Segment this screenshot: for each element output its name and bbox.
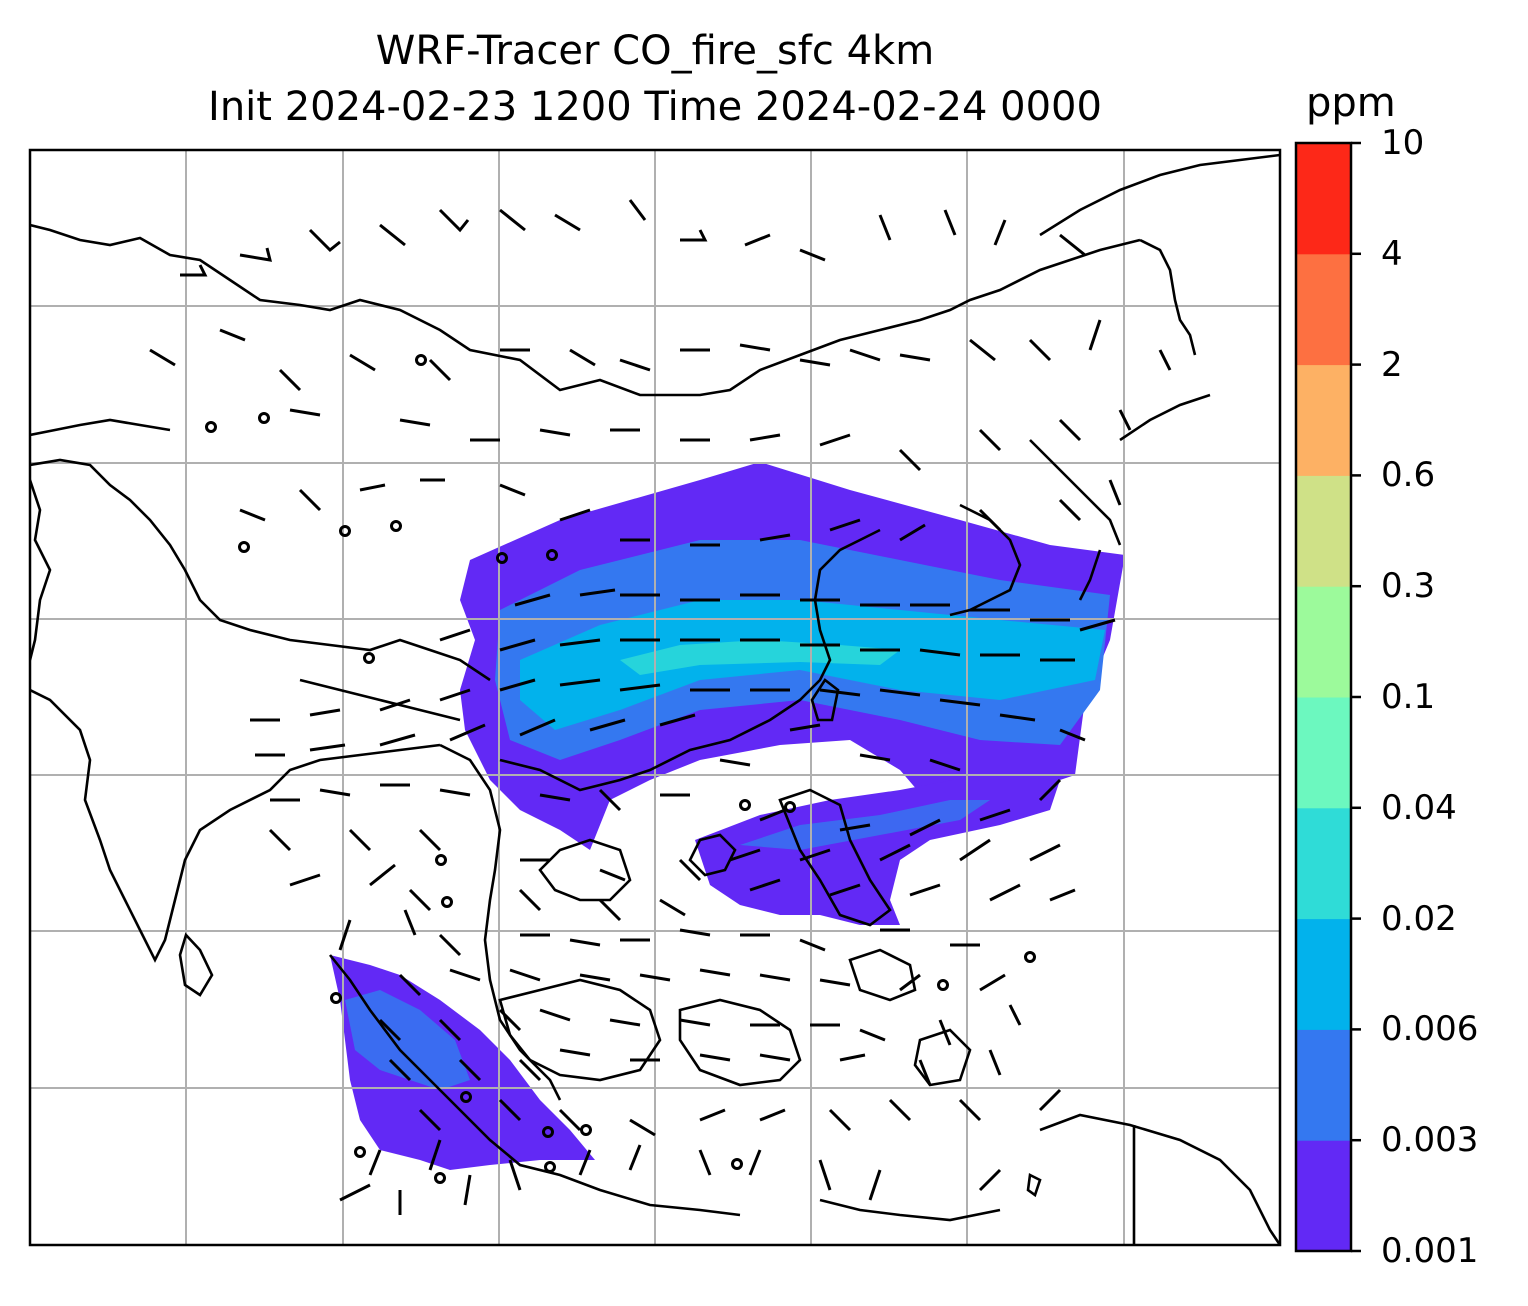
colorbar-segment xyxy=(1296,697,1351,809)
map-frame xyxy=(28,148,1282,1247)
colorbar-segment xyxy=(1296,364,1351,476)
colorbar-segment xyxy=(1296,586,1351,698)
colorbar-tick-label: 10 xyxy=(1381,123,1425,163)
coastlines xyxy=(30,153,1280,1245)
colorbar-tick-label: 0.001 xyxy=(1381,1231,1479,1271)
colorbar-segment xyxy=(1296,1029,1351,1141)
colorbar-segment xyxy=(1296,918,1351,1030)
colorbar-segment xyxy=(1296,1140,1351,1252)
colorbar-tick-label: 0.003 xyxy=(1381,1120,1479,1161)
colorbar-tick-label: 2 xyxy=(1381,344,1403,385)
colorbar-tick-label: 0.04 xyxy=(1381,787,1457,828)
colorbar-tick-label: 0.1 xyxy=(1381,677,1436,717)
colorbar-segment xyxy=(1296,253,1351,366)
colorbar-tick-label: 0.006 xyxy=(1381,1009,1479,1050)
map-area xyxy=(30,150,1280,1245)
colorbar-segment xyxy=(1296,143,1351,255)
colorbar-tick-label: 0.02 xyxy=(1381,898,1457,939)
gridlines xyxy=(30,150,1280,1245)
colorbar-tick-label: 4 xyxy=(1381,233,1403,274)
colorbar-segment xyxy=(1296,475,1351,587)
calm-wind-markers xyxy=(205,354,1036,1184)
wind-barbs xyxy=(149,199,1172,1215)
colorbar-tick-label: 0.6 xyxy=(1381,455,1436,496)
chart-subtitle: Init 2024-02-23 1200 Time 2024-02-24 000… xyxy=(208,84,1102,130)
chart-title: WRF-Tracer CO_fire_sfc 4km xyxy=(375,28,935,74)
colorbar-unit-label: ppm xyxy=(1306,80,1396,126)
colorbar-tick-label: 0.3 xyxy=(1381,566,1436,607)
colorbar xyxy=(1294,141,1361,1253)
colorbar-segment xyxy=(1296,807,1351,920)
